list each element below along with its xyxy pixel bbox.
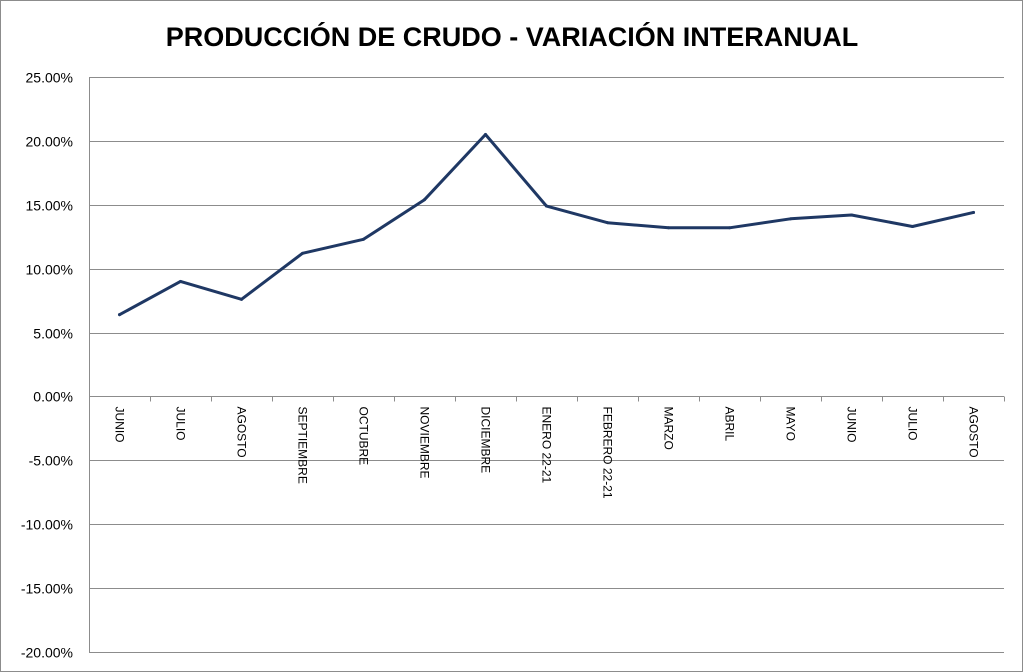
- data-point: [484, 133, 487, 136]
- x-tick-label: MARZO: [662, 407, 676, 450]
- axes: [89, 77, 1005, 652]
- x-tick-label: JUNIO: [113, 407, 127, 443]
- x-axis-ticks: JUNIO JULIO AGOSTO SEPTIEMBRE OCTUBRE NOVIEMB…: [113, 407, 981, 499]
- x-tick-label: MAYO: [784, 407, 798, 441]
- x-tick-label: ENERO 22-21: [540, 407, 554, 484]
- y-tick-label: 0.00%: [33, 389, 73, 405]
- y-tick-label: -15.00%: [21, 581, 73, 597]
- series-layer: [118, 133, 975, 317]
- y-tick-label: -10.00%: [21, 517, 73, 533]
- gridlines: [89, 77, 1004, 653]
- x-tick-label: FEBRERO 22-21: [601, 407, 615, 499]
- data-point: [179, 279, 182, 283]
- x-tick-label: NOVIEMBRE: [418, 407, 432, 479]
- x-tick-label: SEPTIEMBRE: [296, 407, 310, 484]
- data-point: [362, 237, 365, 241]
- data-point: [850, 213, 853, 217]
- x-tick-label: DICIEMBRE: [479, 407, 493, 474]
- y-tick-label: -20.00%: [21, 645, 73, 661]
- data-point: [301, 251, 304, 255]
- y-tick-label: 25.00%: [26, 70, 73, 86]
- x-tick-label: JUNIO: [845, 407, 859, 443]
- x-tick-label: AGOSTO: [235, 407, 249, 458]
- x-tick-label: AGOSTO: [967, 407, 981, 458]
- data-point: [423, 198, 426, 202]
- data-point: [972, 210, 975, 214]
- y-tick-label: 10.00%: [26, 262, 73, 278]
- y-tick-label: 5.00%: [33, 326, 73, 342]
- data-point: [545, 204, 548, 208]
- data-point: [240, 297, 243, 301]
- x-tick-label: OCTUBRE: [357, 407, 371, 466]
- data-point: [728, 226, 731, 230]
- data-point: [667, 226, 670, 230]
- data-point: [789, 217, 792, 221]
- x-tick-label: JULIO: [174, 407, 188, 441]
- x-tick-label: ABRIL: [723, 407, 737, 442]
- data-point: [911, 225, 914, 228]
- x-tick-label: JULIO: [906, 407, 920, 441]
- y-tick-label: 20.00%: [26, 134, 73, 150]
- data-point: [118, 313, 121, 317]
- data-point: [606, 221, 609, 225]
- series-line: [118, 133, 975, 317]
- chart-title: PRODUCCIÓN DE CRUDO - VARIACIÓN INTERANU…: [166, 21, 859, 52]
- y-tick-label: -5.00%: [29, 453, 73, 469]
- y-axis-ticks: 25.00% 20.00% 15.00% 10.00% 5.00% 0.00% -5.00%…: [21, 70, 73, 661]
- y-tick-label: 15.00%: [26, 198, 73, 214]
